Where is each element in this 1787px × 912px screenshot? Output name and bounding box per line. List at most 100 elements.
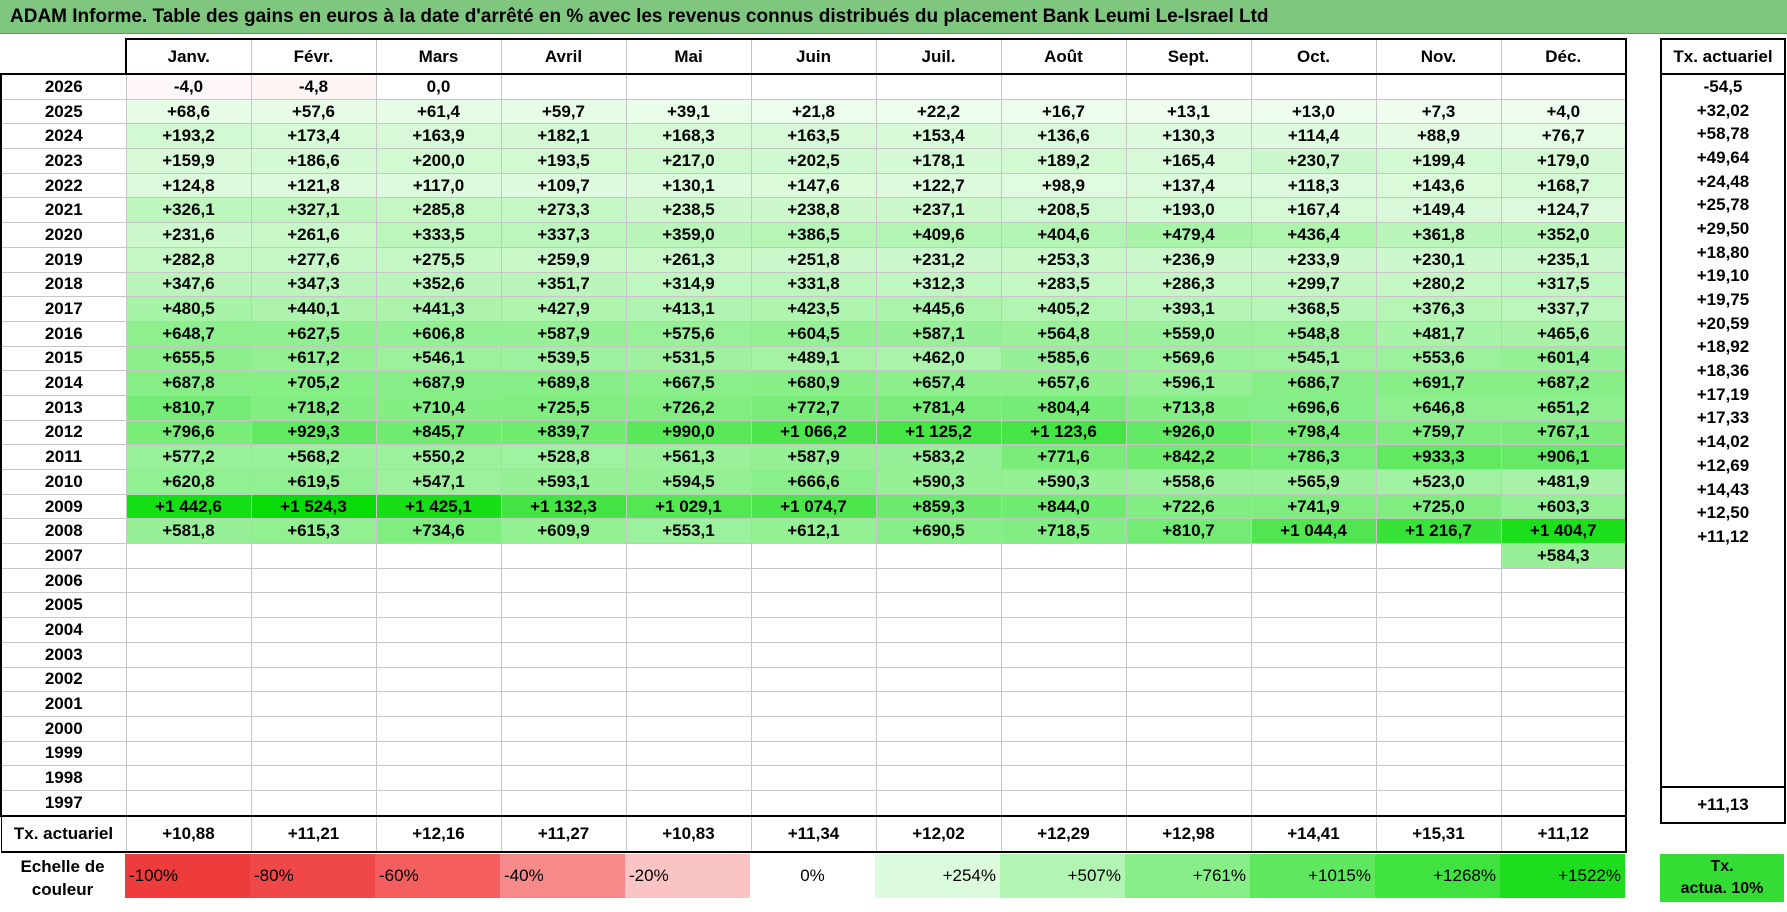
- year-label: 2018: [0, 271, 127, 298]
- gain-cell: +337,7: [1500, 296, 1627, 322]
- table-row: 2023 +159,9 +186,6 +200,0 +193,5 +217,0 +202,5…: [0, 148, 1627, 174]
- gain-cell: [1250, 543, 1377, 569]
- table-row: 2003: [0, 641, 1627, 668]
- table-row: 2015 +655,5 +617,2 +546,1 +539,5 +531,5 +489,1…: [0, 345, 1627, 372]
- overall-rate-cell: +11,13: [1660, 785, 1786, 824]
- gain-cell: +409,6: [875, 222, 1002, 248]
- gain-cell: +759,7: [1375, 419, 1502, 446]
- gain-cell: +427,9: [500, 296, 627, 322]
- gain-cell: [250, 641, 377, 668]
- gain-cell: [875, 789, 1002, 817]
- totals-label: Tx. actuariel: [0, 814, 127, 853]
- gain-cell: +593,1: [500, 469, 627, 495]
- table-row: 2006: [0, 567, 1627, 594]
- gain-cell: [1375, 691, 1502, 717]
- gain-cell: +57,6: [250, 98, 377, 125]
- year-label: 2007: [0, 543, 127, 569]
- gain-cell: +130,1: [625, 172, 752, 199]
- gain-cell: +546,1: [375, 345, 502, 372]
- gain-cell: +277,6: [250, 246, 377, 273]
- table-row: 2025 +68,6 +57,6 +61,4 +59,7 +39,1 +21,8 +22,2 +…: [0, 98, 1627, 125]
- gain-cell: +193,0: [1125, 197, 1252, 224]
- gain-cell: [1500, 740, 1627, 767]
- gain-cell: [625, 715, 752, 742]
- gain-cell: +182,1: [500, 123, 627, 150]
- gain-cell: +1 074,7: [750, 493, 877, 520]
- gain-cell: +1 066,2: [750, 419, 877, 446]
- gain-cell: +568,2: [250, 444, 377, 470]
- side-header: Tx. actuariel: [1660, 38, 1786, 75]
- gain-cell: +193,2: [125, 123, 252, 150]
- gain-cell: +22,2: [875, 98, 1002, 125]
- gain-cell: [1375, 765, 1502, 791]
- gain-cell: [125, 567, 252, 594]
- gain-cell: +423,5: [750, 296, 877, 322]
- year-label: 2022: [0, 172, 127, 199]
- gain-cell: [250, 765, 377, 791]
- year-rate-cell: +12,50: [1660, 501, 1786, 526]
- gain-cell: +275,5: [375, 246, 502, 273]
- gain-cell: +810,7: [125, 394, 252, 421]
- gain-cell: +553,6: [1375, 345, 1502, 372]
- gain-cell: +798,4: [1250, 419, 1377, 446]
- gain-cell: +231,6: [125, 222, 252, 248]
- gain-cell: [1375, 789, 1502, 817]
- gain-cell: +547,1: [375, 469, 502, 495]
- gain-cell: +178,1: [875, 148, 1002, 174]
- gain-cell: [1250, 666, 1377, 693]
- gain-cell: +359,0: [625, 222, 752, 248]
- gain-cell: +548,8: [1250, 320, 1377, 347]
- gain-cell: [250, 789, 377, 817]
- gain-cell: [125, 765, 252, 791]
- year-rate-cell: +32,02: [1660, 98, 1786, 123]
- gain-cell: [875, 617, 1002, 643]
- annual-rate-table: Tx. actuariel -54,5 +32,02 +58,78 +49,64 +24,…: [1660, 38, 1786, 824]
- color-scale-swatch: +761%: [1125, 854, 1250, 898]
- gain-cell: +657,4: [875, 370, 1002, 396]
- gain-cell: +842,2: [1125, 444, 1252, 470]
- gain-cell: [1250, 740, 1377, 767]
- gain-cell: +149,4: [1375, 197, 1502, 224]
- gain-cell: +696,6: [1250, 394, 1377, 421]
- gain-cell: [1125, 740, 1252, 767]
- gain-cell: [375, 617, 502, 643]
- gain-cell: +261,6: [250, 222, 377, 248]
- gain-cell: [875, 691, 1002, 717]
- gain-cell: +713,8: [1125, 394, 1252, 421]
- gain-cell: [1500, 567, 1627, 594]
- gain-cell: [375, 567, 502, 594]
- gain-cell: [1125, 617, 1252, 643]
- gain-cell: +687,8: [125, 370, 252, 396]
- gain-cell: +929,3: [250, 419, 377, 446]
- gain-cell: [875, 592, 1002, 619]
- gain-cell: [1000, 543, 1127, 569]
- gain-cell: +581,8: [125, 518, 252, 545]
- totals-row: Tx. actuariel +10,88 +11,21 +12,16 +11,27 +10…: [0, 814, 1627, 853]
- gain-cell: +1 123,6: [1000, 419, 1127, 446]
- gain-cell: +481,7: [1375, 320, 1502, 347]
- gain-cell: [1000, 641, 1127, 668]
- gain-cell: +651,2: [1500, 394, 1627, 421]
- gain-cell: +561,3: [625, 444, 752, 470]
- gain-cell: [625, 543, 752, 569]
- gain-cell: +68,6: [125, 98, 252, 125]
- year-label: 2017: [0, 296, 127, 322]
- gain-cell: +725,0: [1375, 493, 1502, 520]
- gain-cell: +173,4: [250, 123, 377, 150]
- gain-cell: +612,1: [750, 518, 877, 545]
- gain-cell: [875, 73, 1002, 100]
- gain-cell: +604,5: [750, 320, 877, 347]
- year-rate-cell: +11,12: [1660, 525, 1786, 549]
- year-rate-cell: +19,10: [1660, 264, 1786, 289]
- table-row: 2019 +282,8 +277,6 +275,5 +259,9 +261,3 +251,8…: [0, 246, 1627, 273]
- table-row: 1997: [0, 789, 1627, 817]
- color-scale-label: Echelle de couleur: [20, 857, 105, 899]
- gain-cell: +326,1: [125, 197, 252, 224]
- gain-cell: +347,3: [250, 271, 377, 298]
- gains-table: Janv. Févr. Mars Avril Mai Juin Juil. Août Sept.…: [0, 38, 1627, 853]
- gain-cell: +121,8: [250, 172, 377, 199]
- month-rate-cell: +11,27: [500, 814, 627, 853]
- table-row: 2022 +124,8 +121,8 +117,0 +109,7 +130,1 +147,6…: [0, 172, 1627, 199]
- gain-cell: +718,5: [1000, 518, 1127, 545]
- gain-cell: [750, 666, 877, 693]
